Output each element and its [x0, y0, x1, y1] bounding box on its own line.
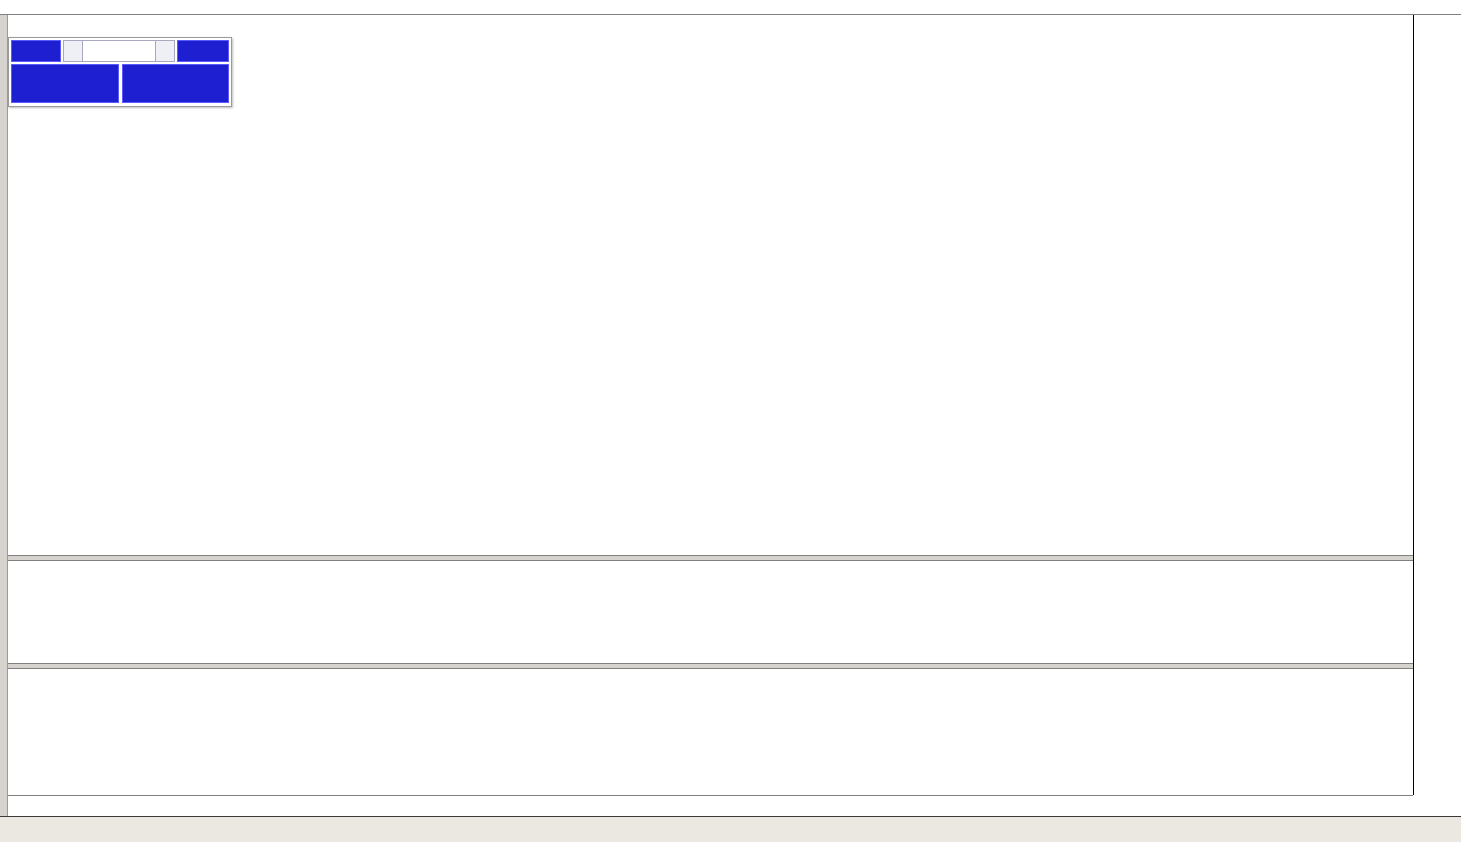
chart-tab-bar: [0, 816, 1461, 842]
volume-spinner: [63, 40, 175, 62]
macd-canvas[interactable]: [0, 561, 1413, 663]
date-axis[interactable]: [0, 795, 1413, 816]
pane-splitter[interactable]: [0, 663, 1413, 669]
window-left-edge: [0, 15, 8, 817]
rsi-canvas[interactable]: [0, 669, 1413, 795]
sell-button[interactable]: [11, 40, 61, 62]
chart-ohlc-header: [12, 22, 36, 34]
volume-increase-icon[interactable]: [155, 40, 175, 62]
volume-input[interactable]: [83, 40, 155, 62]
one-click-trading-panel: [8, 37, 232, 107]
pane-splitter[interactable]: [0, 555, 1413, 561]
timeframe-toolbar: [0, 0, 1461, 14]
price-axis[interactable]: [1413, 15, 1461, 795]
buy-price-box[interactable]: [121, 64, 229, 103]
buy-button[interactable]: [177, 40, 229, 62]
chart-client-area: [0, 14, 1461, 817]
sell-price-box[interactable]: [11, 64, 119, 103]
volume-decrease-icon[interactable]: [63, 40, 83, 62]
